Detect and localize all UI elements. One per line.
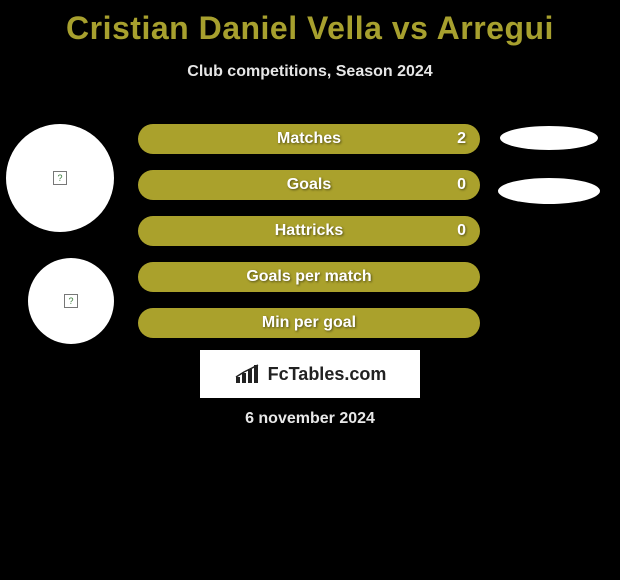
comparison-pill-2 bbox=[498, 178, 600, 204]
stat-label: Hattricks bbox=[275, 222, 343, 240]
stat-row-min-per-goal: Min per goal bbox=[138, 308, 480, 338]
stat-label: Min per goal bbox=[262, 314, 356, 332]
page-title: Cristian Daniel Vella vs Arregui bbox=[0, 0, 620, 47]
stat-label: Goals per match bbox=[246, 268, 371, 286]
date-label: 6 november 2024 bbox=[0, 410, 620, 428]
stat-value: 0 bbox=[457, 176, 466, 194]
stat-value: 0 bbox=[457, 222, 466, 240]
stat-row-goals: Goals 0 bbox=[138, 170, 480, 200]
player-2-avatar: ? bbox=[28, 258, 114, 344]
logo-text: FcTables.com bbox=[268, 364, 387, 385]
subtitle: Club competitions, Season 2024 bbox=[0, 63, 620, 81]
stat-row-goals-per-match: Goals per match bbox=[138, 262, 480, 292]
stat-value: 2 bbox=[457, 130, 466, 148]
bars-icon bbox=[234, 363, 262, 385]
comparison-pill-1 bbox=[500, 126, 598, 150]
stat-row-matches: Matches 2 bbox=[138, 124, 480, 154]
stats-bars: Matches 2 Goals 0 Hattricks 0 Goals per … bbox=[138, 124, 480, 354]
stat-label: Matches bbox=[277, 130, 341, 148]
broken-image-icon: ? bbox=[64, 294, 78, 308]
stat-row-hattricks: Hattricks 0 bbox=[138, 216, 480, 246]
broken-image-icon: ? bbox=[53, 171, 67, 185]
fctables-logo[interactable]: FcTables.com bbox=[200, 350, 420, 398]
stat-label: Goals bbox=[287, 176, 331, 194]
player-1-avatar: ? bbox=[6, 124, 114, 232]
